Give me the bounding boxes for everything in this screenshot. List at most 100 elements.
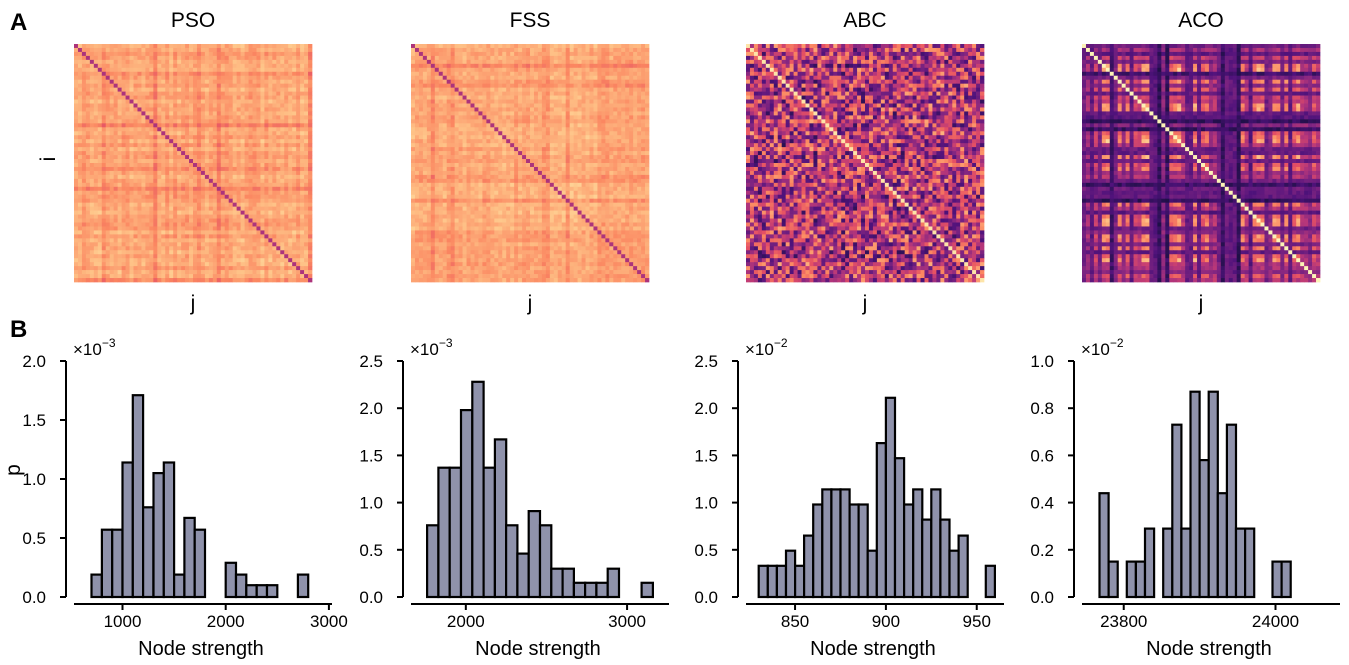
heatmap-cell [113,123,118,128]
heatmap-cell [109,151,115,156]
heatmap-cell [236,230,241,235]
heatmap-cell [256,83,261,88]
heatmap-cell [561,111,567,116]
heatmap-cell [581,111,586,116]
heatmap-cell [577,87,582,92]
heatmap-cell [121,87,126,92]
heatmap-cell [161,147,166,152]
heatmap-cell [276,274,281,279]
heatmap-cell [502,67,507,73]
heatmap-cell [97,151,103,156]
heatmap-cell [561,79,567,85]
heatmap-cell [153,107,158,112]
heatmap-cell [494,63,499,69]
heatmap-cell [125,278,130,283]
heatmap-cell [228,202,234,207]
heatmap-cell [526,95,531,100]
heatmap-cell [288,202,293,207]
heatmap-cell [569,47,574,53]
heatmap-cell [470,119,475,124]
heatmap-cell [93,230,99,235]
heatmap-cell [165,111,170,116]
heatmap-cell [212,274,218,279]
heatmap-cell [514,103,519,108]
heatmap-cell [478,55,483,61]
heatmap-cell [244,47,249,53]
heatmap-cell [454,95,459,100]
heatmap-cell [284,115,289,120]
heatmap-cell [97,278,103,283]
heatmap-cell [248,44,253,49]
heatmap-cell [426,51,432,57]
heatmap-cell [641,67,646,73]
heatmap-cell [553,111,559,116]
heatmap-cell [81,222,87,227]
heatmap-cell [169,163,174,168]
heatmap-cell [97,274,103,279]
heatmap-cell [268,163,273,168]
heatmap-cell [89,63,95,69]
heatmap-cell [220,155,226,160]
heatmap-cell [252,95,257,100]
heatmap-cell [430,59,436,65]
heatmap-cell [177,163,182,168]
heatmap-cell [597,91,602,96]
heatmap-cell [280,262,285,267]
heatmap-cell [149,234,154,239]
heatmap-cell [276,226,281,231]
heatmap-cell [613,107,618,112]
heatmap-cell [248,111,253,116]
heatmap-cell [117,226,122,231]
heatmap-cell [537,44,543,49]
heatmap-cell [129,115,134,120]
heatmap-cell [581,131,586,136]
heatmap-cell [276,238,281,243]
heatmap-cell [77,44,83,49]
heatmap-cell [228,238,234,243]
heatmap-cell [93,59,99,65]
heatmap-cell [200,83,206,88]
heatmap-cell [240,83,245,88]
heatmap-cell [292,190,297,196]
heatmap-cell [97,147,103,152]
heatmap-cell [157,254,162,259]
heatmap-cell [256,242,261,247]
heatmap-cell [478,107,483,112]
heatmap-cell [85,139,91,144]
heatmap-cell [581,87,586,92]
heatmap-cell [105,71,111,77]
heatmap-cell [466,87,471,92]
heatmap-cell [248,262,253,267]
heatmap-cell [81,79,87,85]
heatmap-cell [105,210,111,215]
heatmap-cell [93,155,99,160]
heatmap-cell [268,198,273,204]
heatmap-cell [85,178,91,184]
heatmap-cell [145,123,150,128]
heatmap-cell [89,47,95,53]
heatmap-cell [129,143,134,148]
heatmap-cell [129,99,134,104]
heatmap-cell [149,71,154,77]
heatmap-cell [466,103,471,108]
heatmap-cell [537,67,543,73]
heatmap-cell [264,99,269,104]
heatmap-cell [161,262,166,267]
heatmap-cell [593,131,598,136]
heatmap-cell [304,163,309,168]
heatmap-cell [530,87,535,92]
heatmap-cell [240,258,245,263]
heatmap-cell [256,258,261,263]
heatmap-cell [240,91,245,96]
heatmap-cell [645,47,650,53]
heatmap-cell [97,198,103,204]
heatmap-cell [522,111,527,116]
heatmap-cell [256,79,261,85]
heatmap-cell [208,143,214,148]
heatmap-cell [264,119,269,124]
heatmap-cell [113,99,118,104]
heatmap-cell [553,67,559,73]
heatmap-cell [300,246,305,251]
heatmap-cell [438,47,444,53]
heatmap-cell [109,44,115,49]
